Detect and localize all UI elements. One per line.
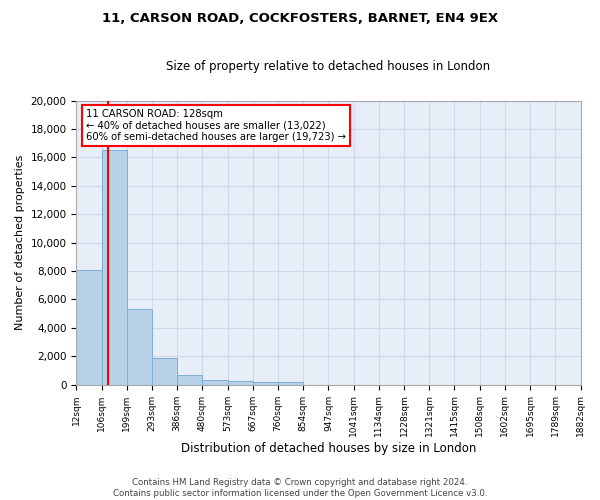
Bar [177, 376, 202, 384]
Bar [101, 150, 127, 384]
X-axis label: Distribution of detached houses by size in London: Distribution of detached houses by size … [181, 442, 476, 455]
Bar [278, 382, 303, 384]
Bar [127, 310, 152, 384]
Bar [202, 380, 227, 384]
Text: 11 CARSON ROAD: 128sqm
← 40% of detached houses are smaller (13,022)
60% of semi: 11 CARSON ROAD: 128sqm ← 40% of detached… [86, 109, 346, 142]
Bar [152, 358, 177, 384]
Y-axis label: Number of detached properties: Number of detached properties [15, 155, 25, 330]
Text: Contains HM Land Registry data © Crown copyright and database right 2024.
Contai: Contains HM Land Registry data © Crown c… [113, 478, 487, 498]
Bar [253, 382, 278, 384]
Text: 11, CARSON ROAD, COCKFOSTERS, BARNET, EN4 9EX: 11, CARSON ROAD, COCKFOSTERS, BARNET, EN… [102, 12, 498, 26]
Bar [227, 381, 253, 384]
Bar [76, 270, 101, 384]
Title: Size of property relative to detached houses in London: Size of property relative to detached ho… [166, 60, 491, 73]
